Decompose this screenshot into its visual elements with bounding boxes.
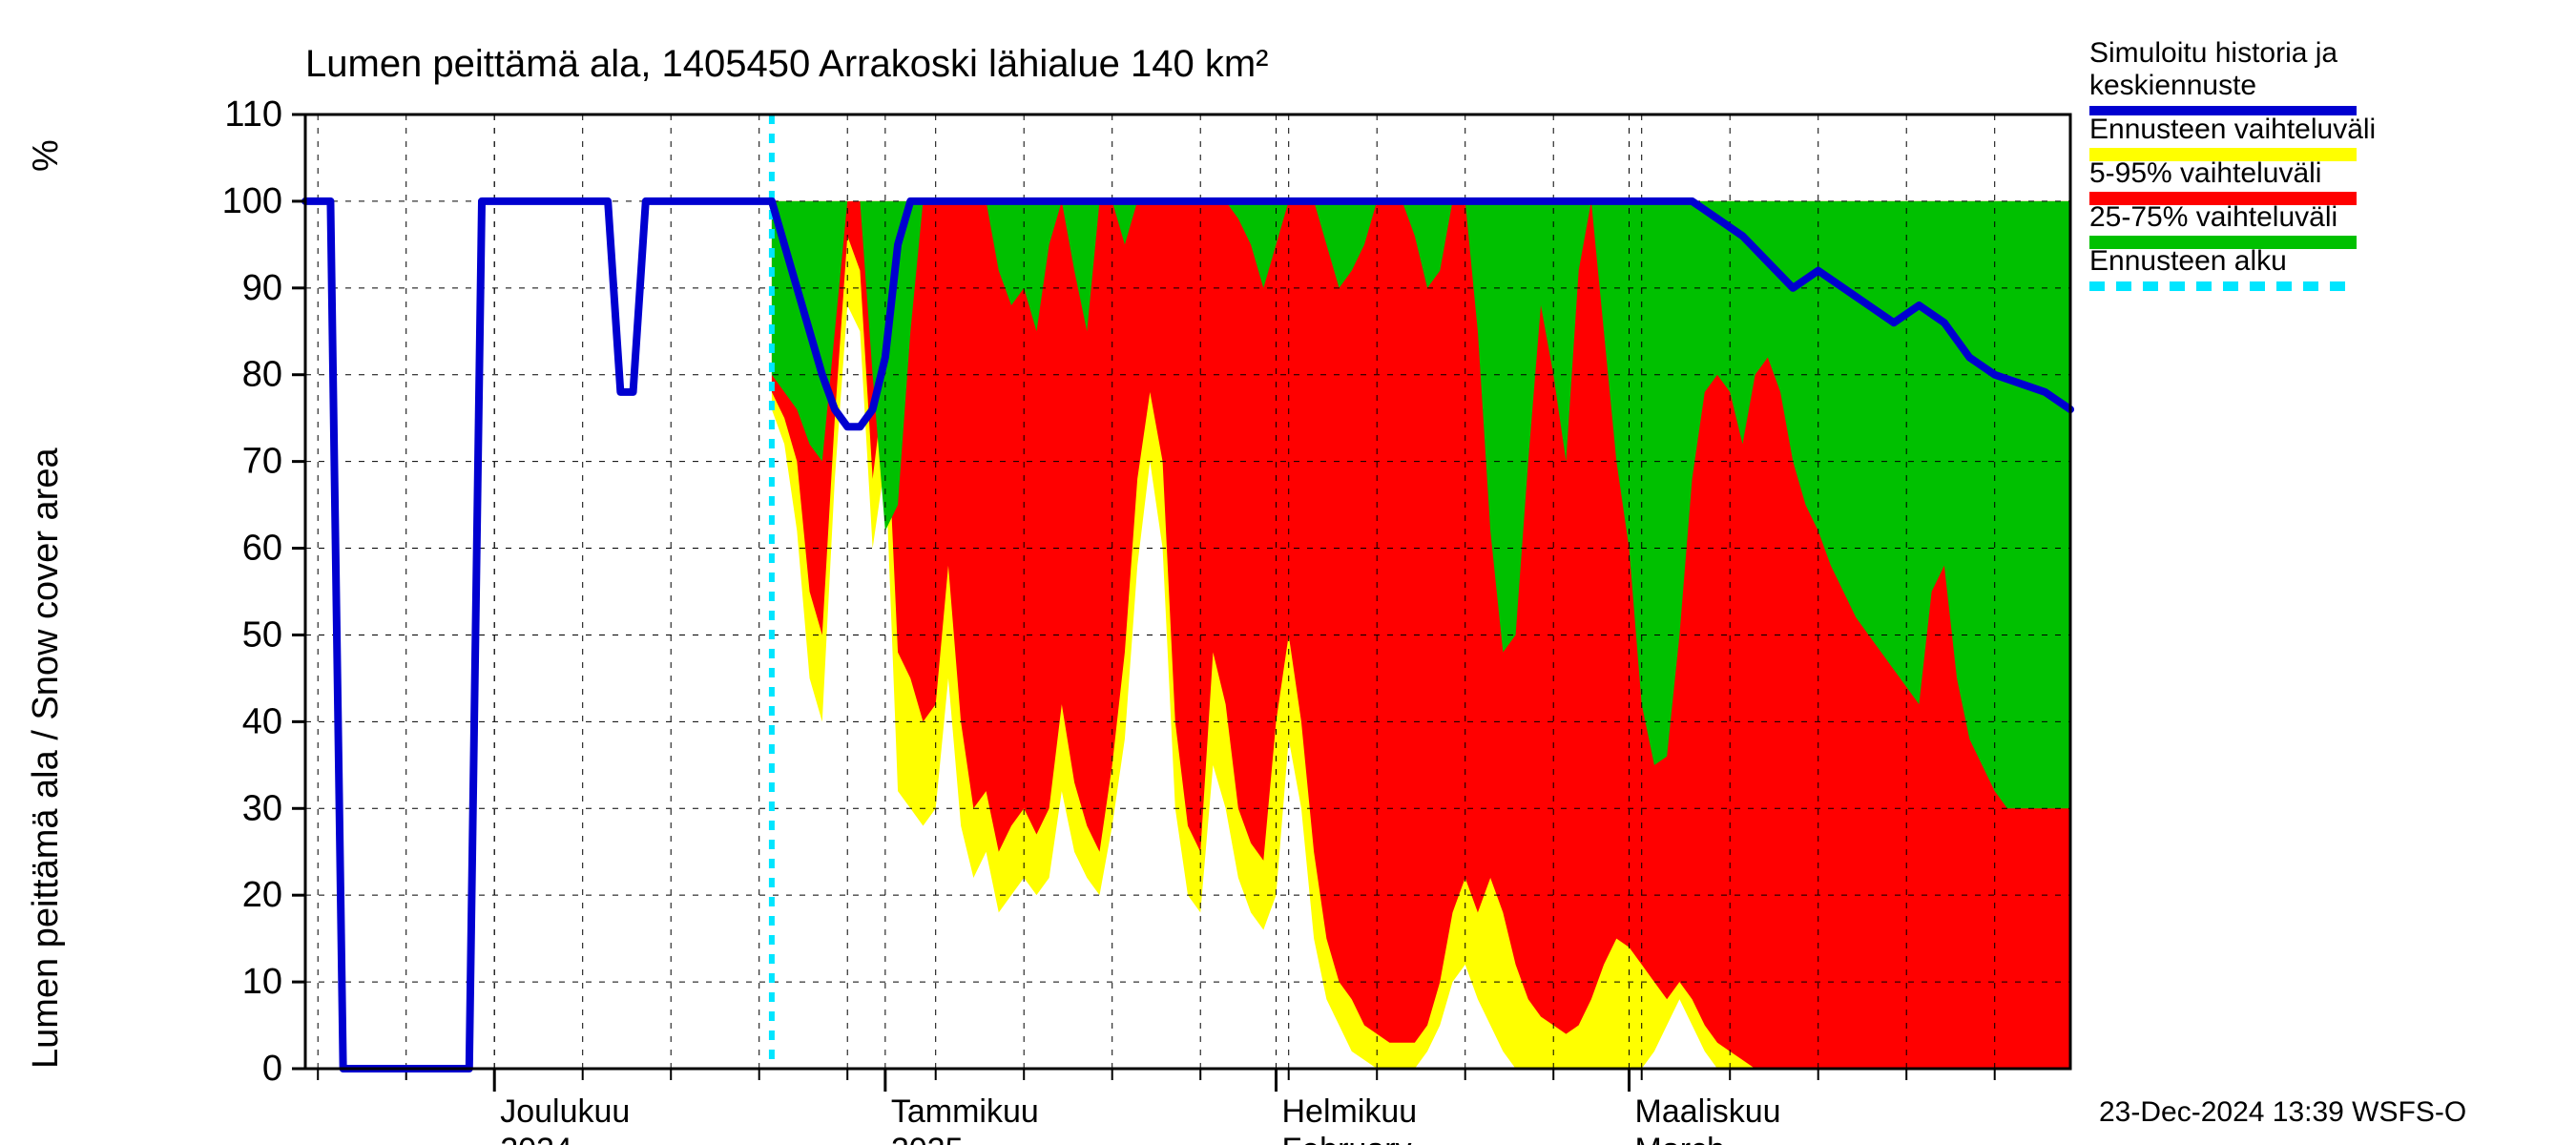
legend-label: Ennusteen alku: [2089, 245, 2287, 277]
y-tick-label: 60: [242, 529, 282, 569]
y-tick-label: 70: [242, 442, 282, 482]
y-tick-label: 50: [242, 614, 282, 655]
x-tick-label: Helmikuu: [1282, 1093, 1418, 1130]
y-tick-label: 10: [242, 962, 282, 1002]
y-tick-label: 110: [224, 94, 282, 135]
legend-label: 5-95% vaihteluväli: [2089, 157, 2321, 189]
y-tick-label: 90: [242, 268, 282, 308]
legend-label: keskiennuste: [2089, 70, 2256, 101]
x-tick-sublabel: March: [1635, 1132, 1725, 1145]
x-tick-sublabel: February: [1282, 1132, 1412, 1145]
x-tick-label: Joulukuu: [500, 1093, 630, 1130]
chart-svg: 0 10 20 30 40 50 60 70 80 90 100 110 Joulukuu 2024 Tam…: [0, 0, 2576, 1145]
x-tick-sublabel: 2024: [500, 1132, 572, 1145]
x-tick-sublabel: 2025: [891, 1132, 964, 1145]
y-tick-label: 80: [242, 355, 282, 395]
x-tick-label: Tammikuu: [891, 1093, 1039, 1130]
chart-root: 0 10 20 30 40 50 60 70 80 90 100 110 Joulukuu 2024 Tam…: [0, 0, 2576, 1145]
y-tick-label: 30: [242, 788, 282, 828]
legend-label: Simuloitu historia ja: [2089, 37, 2337, 69]
legend-label: Ennusteen vaihteluväli: [2089, 114, 2376, 145]
y-tick-label: 0: [262, 1049, 282, 1089]
x-tick-label: Maaliskuu: [1635, 1093, 1781, 1130]
y-tick-label: 20: [242, 875, 282, 915]
y-tick-label: 40: [242, 701, 282, 741]
footer-text: 23-Dec-2024 13:39 WSFS-O: [2099, 1096, 2466, 1128]
y-axis-label: Lumen peittämä ala / Snow cover area: [26, 448, 66, 1069]
y-tick-label: 100: [222, 181, 282, 221]
legend-label: 25-75% vaihteluväli: [2089, 201, 2337, 233]
y-axis-unit: %: [26, 139, 66, 172]
chart-title: Lumen peittämä ala, 1405450 Arrakoski lä…: [305, 43, 1269, 85]
